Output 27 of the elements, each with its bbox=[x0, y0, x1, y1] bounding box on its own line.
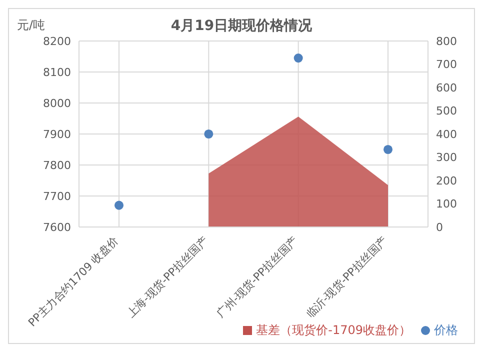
y2-tick-label: 300 bbox=[436, 151, 457, 164]
y2-tick-label: 200 bbox=[436, 174, 457, 188]
y2-tick-label: 0 bbox=[436, 220, 443, 234]
y2-tick-label: 700 bbox=[436, 58, 457, 72]
chart-title: 4月19日期现价格情况 bbox=[170, 18, 312, 34]
y-axis-title: 元/吨 bbox=[17, 17, 46, 34]
y-tick-label: 7700 bbox=[43, 190, 71, 203]
point bbox=[204, 129, 214, 139]
y-tick-label: 8000 bbox=[43, 96, 71, 110]
x-tick-label: 上海-现货-PP拉丝国产 bbox=[124, 234, 211, 320]
y-tick-label: 8200 bbox=[43, 34, 71, 48]
y2-tick-label: 400 bbox=[436, 128, 457, 141]
y-tick-label: 7600 bbox=[43, 220, 71, 234]
y2-tick-label: 800 bbox=[436, 34, 457, 48]
y2-tick-label: 100 bbox=[436, 198, 457, 211]
y-tick-label: 7800 bbox=[43, 158, 71, 172]
point bbox=[294, 54, 303, 63]
x-tick-label: 广州-现货-PP拉丝国产 bbox=[214, 234, 300, 320]
legend-label: 基差（现货价-1709收盘价） bbox=[256, 323, 411, 337]
point bbox=[383, 144, 393, 154]
y2-tick-label: 600 bbox=[436, 81, 457, 94]
legend-label: 价格 bbox=[434, 323, 458, 337]
y2-tick-label: 500 bbox=[436, 104, 457, 118]
y-tick-label: 7900 bbox=[43, 128, 71, 141]
y-tick-label: 8100 bbox=[43, 66, 71, 79]
point bbox=[114, 200, 124, 210]
x-tick-label: 临沂-现货-PP拉丝国产 bbox=[304, 234, 390, 320]
